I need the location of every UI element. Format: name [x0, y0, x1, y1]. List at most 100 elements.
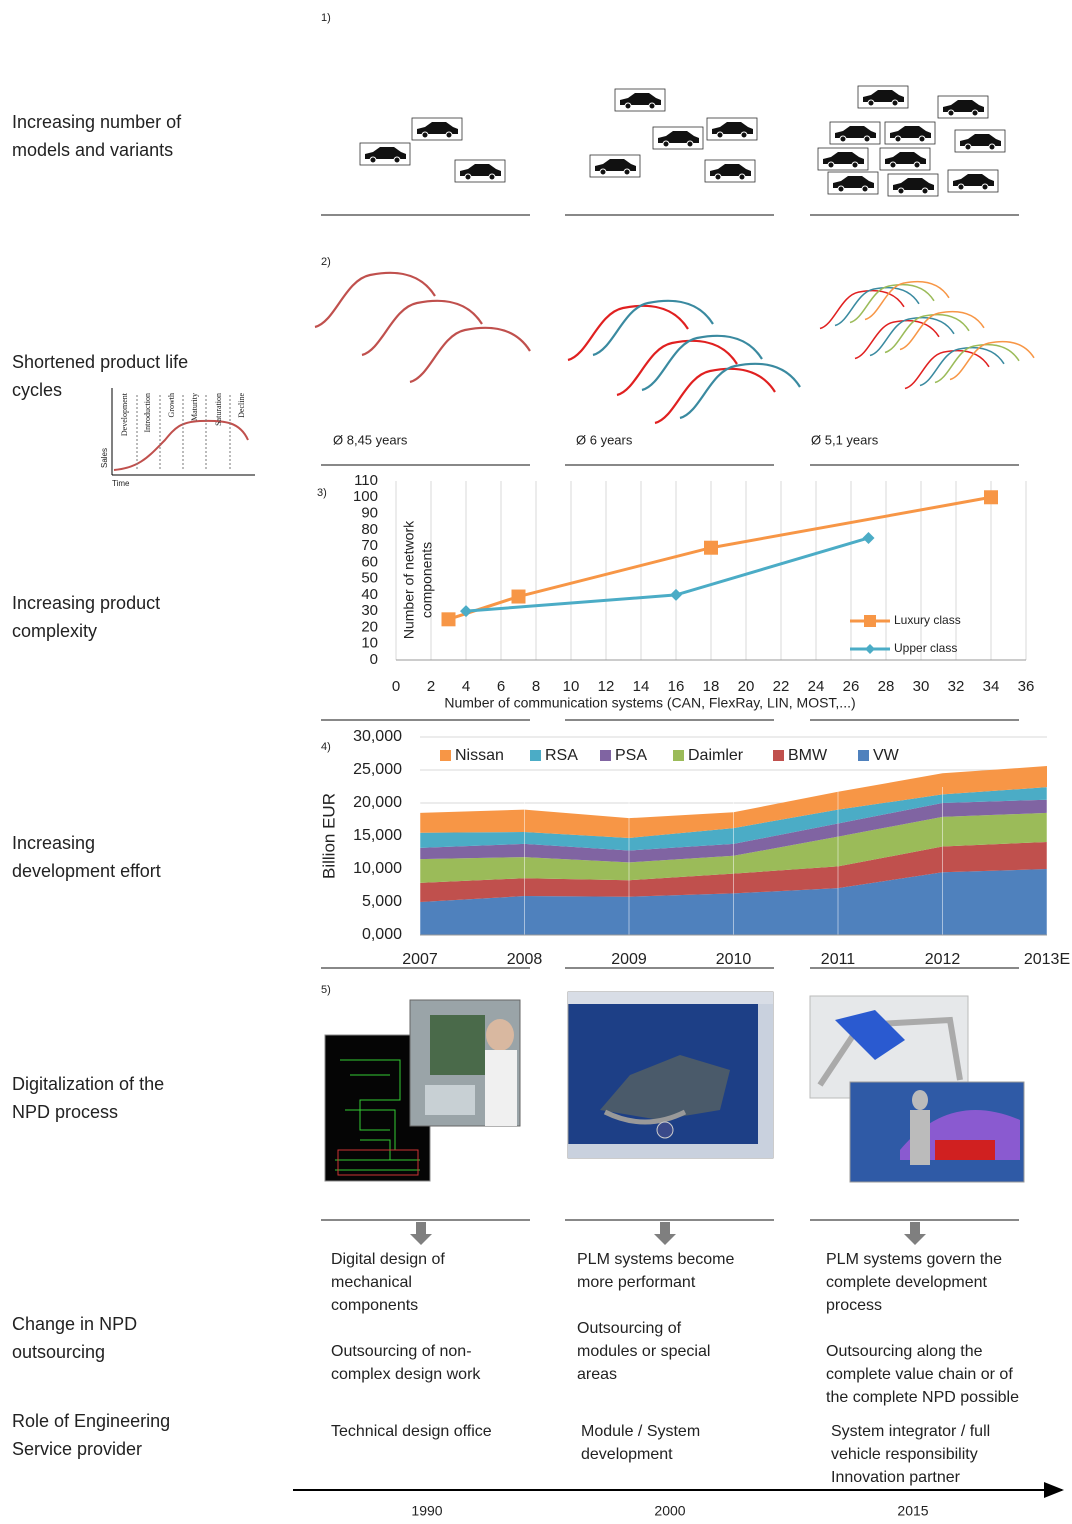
lifecycle-curve: [617, 341, 737, 395]
y-tick-label: 80: [361, 521, 378, 538]
design-text: process: [826, 1297, 882, 1314]
y-tick-label: 60: [361, 553, 378, 570]
marker: [863, 532, 875, 544]
phase-label: Growth: [167, 393, 176, 417]
panel-number: 2): [321, 256, 331, 268]
x-tick-label: 18: [703, 678, 720, 695]
year-label: 1990: [411, 1503, 442, 1519]
car-wheel: [890, 162, 896, 168]
row-label: development effort: [12, 861, 161, 881]
lifecycle-curve: [950, 342, 1034, 380]
design-text: complete development: [826, 1274, 988, 1291]
y-tick-label: 0,000: [362, 926, 402, 943]
y-tick-label: 100: [353, 488, 378, 505]
phase-label: Introduction: [143, 393, 152, 433]
x-tick-label: 22: [773, 678, 790, 695]
design-text: more performant: [577, 1274, 696, 1291]
y-tick-label: 50: [361, 570, 378, 587]
lifecycle-curve: [568, 306, 688, 360]
down-arrow: [410, 1222, 432, 1245]
car-wheel: [919, 136, 925, 142]
phase-label: Decline: [237, 393, 246, 418]
role-text: vehicle responsibility: [831, 1446, 978, 1463]
row-label: Service provider: [12, 1439, 142, 1459]
car-wheel: [465, 174, 471, 180]
lifecycle-curve: [655, 369, 775, 423]
y-tick-label: 5,000: [362, 893, 402, 910]
x-tick-label: 2007: [402, 951, 438, 968]
y-tick-label: 0: [370, 651, 378, 668]
car-wheel: [838, 186, 844, 192]
car-wheel: [895, 136, 901, 142]
x-tick-label: 20: [738, 678, 755, 695]
marker: [670, 589, 682, 601]
legend-label: PSA: [615, 747, 647, 764]
x-tick-label: 26: [843, 678, 860, 695]
car-wheel: [446, 132, 452, 138]
page: Increasing number ofmodels and variantsS…: [0, 0, 1072, 1524]
outsourcing-text: Outsourcing along the: [826, 1343, 983, 1360]
lifecycle-curve: [642, 336, 762, 390]
x-axis-label: Number of communication systems (CAN, Fl…: [444, 695, 855, 711]
y-tick-label: 30,000: [353, 728, 402, 745]
design-text: PLM systems govern the: [826, 1251, 1002, 1268]
y-tick-label: 25,000: [353, 761, 402, 778]
y-tick-label: 10: [361, 635, 378, 652]
y-axis-label: components: [419, 542, 435, 618]
x-tick-label: 34: [983, 678, 1000, 695]
car-wheel: [489, 174, 495, 180]
row-label: Increasing product: [12, 593, 160, 613]
car-wheel: [965, 144, 971, 150]
car-wheel: [394, 157, 400, 163]
car-wheel: [649, 103, 655, 109]
row-label: cycles: [12, 380, 62, 400]
role-text: Module / System: [581, 1423, 700, 1440]
car-wheel: [422, 132, 428, 138]
car-wheel: [840, 136, 846, 142]
outsourcing-text: the complete NPD possible: [826, 1389, 1019, 1406]
x-tick-label: 16: [668, 678, 685, 695]
legend-marker: [864, 615, 876, 627]
design-text: components: [331, 1297, 418, 1314]
car-wheel: [982, 184, 988, 190]
role-text: Innovation partner: [831, 1469, 961, 1486]
car-wheel: [600, 169, 606, 175]
outsourcing-text: Outsourcing of: [577, 1320, 682, 1337]
legend-label: Daimler: [688, 747, 744, 764]
legend-swatch: [530, 750, 541, 761]
role-text: System integrator / full: [831, 1423, 990, 1440]
average-duration: Ø 8,45 years: [333, 432, 408, 447]
axis-label: Sales: [100, 448, 109, 468]
car-wheel: [739, 174, 745, 180]
row-label: outsourcing: [12, 1342, 105, 1362]
x-tick-label: 14: [633, 678, 650, 695]
series-line: [449, 497, 992, 619]
y-tick-label: 70: [361, 537, 378, 554]
car-wheel: [864, 136, 870, 142]
x-tick-label: 0: [392, 678, 400, 695]
role-text: development: [581, 1446, 673, 1463]
x-tick-label: 4: [462, 678, 470, 695]
row-label: Increasing: [12, 833, 95, 853]
panel-number: 5): [321, 984, 331, 996]
row-label: NPD process: [12, 1102, 118, 1122]
phase-label: Development: [120, 392, 129, 436]
y-tick-label: 20,000: [353, 794, 402, 811]
design-text: Digital design of: [331, 1251, 445, 1268]
design-text: PLM systems become: [577, 1251, 734, 1268]
panel-number: 3): [317, 487, 327, 499]
legend-label: Upper class: [894, 641, 957, 655]
y-axis-label: Billion EUR: [319, 793, 338, 879]
row-label: complexity: [12, 621, 97, 641]
phase-label: Saturation: [214, 393, 223, 426]
x-tick-label: 10: [563, 678, 580, 695]
legend-swatch: [440, 750, 451, 761]
y-tick-label: 20: [361, 618, 378, 635]
legend-label: BMW: [788, 747, 828, 764]
lifecycle-curve: [114, 421, 248, 470]
x-tick-label: 8: [532, 678, 540, 695]
y-axis-label: Number of network: [401, 520, 417, 639]
car-wheel: [663, 141, 669, 147]
axis-label: Time: [112, 479, 130, 488]
y-tick-label: 15,000: [353, 827, 402, 844]
